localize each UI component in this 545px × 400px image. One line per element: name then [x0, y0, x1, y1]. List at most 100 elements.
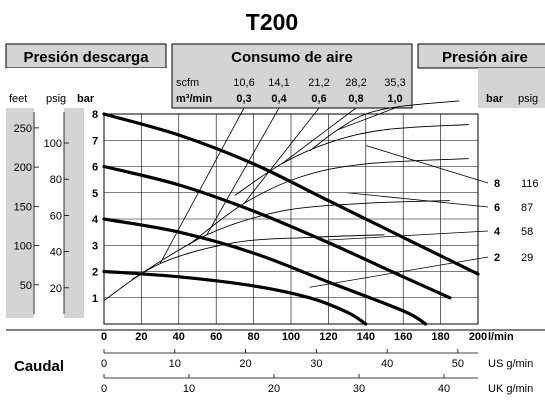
bar-tick-label: 4	[92, 214, 99, 226]
flow-tick-label: 30	[310, 358, 322, 370]
air-leader-line	[281, 107, 357, 165]
m3min-value: 0,3	[236, 93, 251, 105]
flow-tick-label: 80	[247, 331, 259, 343]
bar-tick-label: 5	[92, 188, 98, 200]
left-axis-ticks: 1 2 3 4 5 6 7 8 20 40 60 80 100 50 100 150 200 250	[14, 109, 99, 314]
flow-unit-label: US g/min	[488, 358, 533, 370]
psig-unit: psig	[46, 93, 66, 105]
flow-tick-label: 160	[394, 331, 412, 343]
air-curve-1-0	[309, 100, 460, 152]
right-bar-unit: bar	[486, 93, 504, 105]
scfm-value: 14,1	[268, 77, 289, 89]
air-pressure-psig-label: 58	[521, 226, 533, 238]
header-mid: Consumo de aire	[231, 49, 353, 66]
air-pressure-psig-label: 87	[521, 202, 533, 214]
m3min-values: 0,3 0,4 0,6 0,8 1,0	[236, 93, 402, 105]
series-2-bar	[102, 269, 368, 326]
scfm-label: scfm	[176, 77, 199, 89]
scfm-value: 35,3	[384, 77, 405, 89]
psig-tick-label: 60	[50, 210, 62, 222]
feet-tick-label: 150	[14, 201, 32, 213]
flow-tick-label: 0	[101, 383, 107, 395]
series-4-bar	[102, 217, 428, 326]
flow-tick-label: 100	[282, 331, 300, 343]
flow-tick-label: 140	[357, 331, 375, 343]
left-axis-panel	[6, 68, 166, 108]
bar-tick-label: 2	[92, 267, 98, 279]
flow-tick-label: 30	[353, 383, 365, 395]
bar-tick-label: 3	[92, 240, 98, 252]
flow-tick-label: 180	[431, 331, 449, 343]
m3min-label: m³/min	[176, 93, 212, 105]
air-pressure-psig-label: 116	[521, 178, 539, 190]
scfm-value: 28,2	[345, 77, 366, 89]
bar-unit: bar	[77, 93, 95, 105]
air-pressure-leader	[309, 256, 489, 288]
feet-tick-label: 50	[20, 280, 32, 292]
feet-tick-label: 200	[14, 162, 32, 174]
flow-tick-label: 40	[381, 358, 393, 370]
psig-tick-label: 80	[50, 174, 62, 186]
flow-tick-label: 200	[469, 331, 487, 343]
flow-tick-label: 50	[452, 358, 464, 370]
m3min-value: 1,0	[387, 93, 402, 105]
air-leader-line	[243, 107, 320, 204]
flow-tick-label: 120	[319, 331, 337, 343]
caudal-label: Caudal	[14, 358, 64, 375]
plot-grid	[103, 113, 479, 325]
chart-title: T200	[246, 9, 298, 35]
scfm-values: 10,6 14,1 21,2 28,2 35,3	[233, 77, 405, 89]
feet-tick-label: 250	[14, 123, 32, 135]
flow-unit-label: UK g/min	[488, 383, 533, 395]
left-feet-band	[6, 108, 34, 318]
air-curve-0-6	[187, 158, 469, 246]
flow-tick-label: 10	[169, 358, 181, 370]
m3min-value: 0,8	[348, 93, 363, 105]
bar-tick-label: 8	[92, 109, 98, 121]
bar-tick-label: 1	[92, 293, 98, 305]
feet-unit: feet	[9, 93, 27, 105]
header-left: Presión descarga	[23, 49, 149, 66]
flow-tick-label: 40	[438, 383, 450, 395]
air-pressure-bar-label: 2	[494, 252, 500, 264]
air-curve-0-4	[131, 200, 450, 280]
flow-tick-label: 20	[268, 383, 280, 395]
series-6-bar	[102, 164, 452, 300]
bar-tick-label: 6	[92, 162, 98, 174]
air-leader-line	[159, 107, 245, 264]
scfm-value: 10,6	[233, 77, 254, 89]
flow-tick-label: 0	[101, 331, 107, 343]
psig-tick-label: 20	[50, 283, 62, 295]
performance-curves	[102, 112, 480, 326]
left-psig-band	[34, 108, 64, 318]
header-mid-box	[171, 43, 413, 109]
flow-tick-label: 10	[183, 383, 195, 395]
air-pressure-bar-label: 6	[494, 202, 500, 214]
flow-tick-label: 40	[173, 331, 185, 343]
m3min-value: 0,4	[271, 93, 287, 105]
flow-tick-label: 20	[135, 331, 147, 343]
air-pressure-bar-label: 4	[494, 226, 501, 238]
air-leader-line	[206, 107, 280, 235]
left-bar-band	[64, 108, 84, 318]
psig-tick-label: 40	[50, 247, 62, 259]
flow-tick-label: 20	[239, 358, 251, 370]
right-psig-unit: psig	[518, 93, 538, 105]
air-pressure-bar-label: 8	[494, 178, 500, 190]
right-inner	[478, 108, 545, 330]
feet-tick-label: 100	[14, 241, 32, 253]
flow-unit-label: l/min	[488, 331, 514, 343]
flow-tick-label: 0	[101, 358, 107, 370]
air-pressure-psig-label: 29	[521, 252, 533, 264]
air-leader-line	[337, 107, 396, 131]
air-pressure-leader	[365, 145, 489, 184]
scfm-value: 21,2	[308, 77, 329, 89]
header-right: Presión aire	[442, 49, 528, 66]
psig-tick-label: 100	[44, 138, 62, 150]
series-8-bar	[102, 112, 480, 276]
air-pressure-labels: 8 116 6 87 4 58 2 29	[309, 145, 539, 288]
m3min-value: 0,6	[311, 93, 326, 105]
flow-tick-label: 60	[210, 331, 222, 343]
